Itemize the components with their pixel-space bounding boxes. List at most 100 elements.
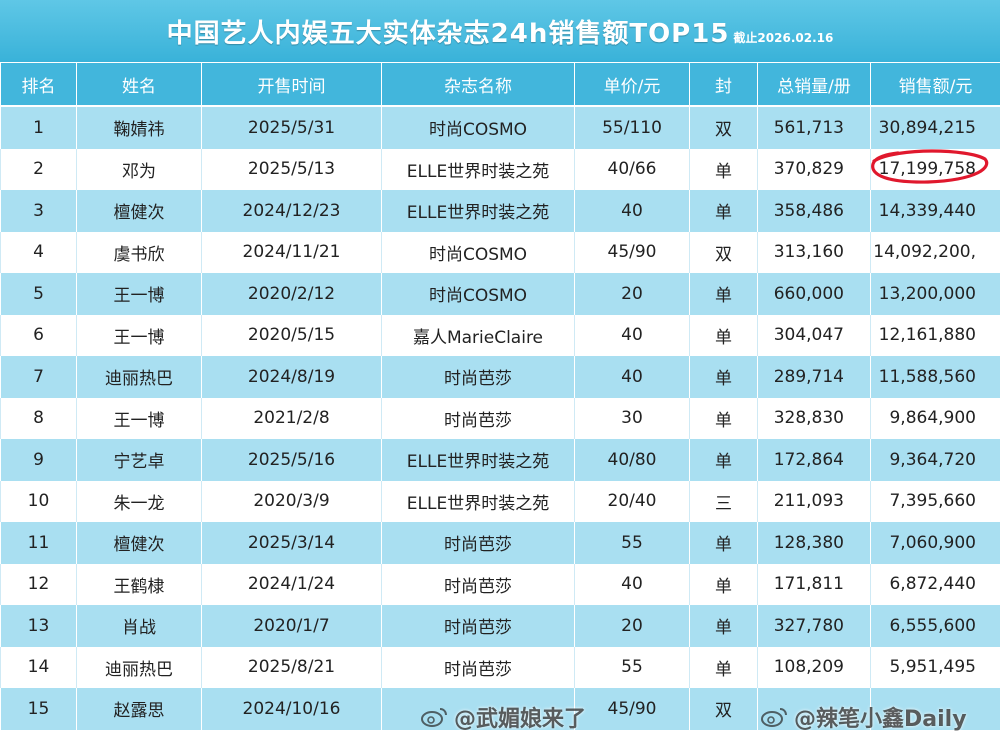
cell-total-sales: 358,486 (757, 190, 871, 232)
cell-name: 赵露思 (76, 688, 202, 730)
table-row: 11 檀健次 2025/3/14 时尚芭莎 55 单 128,380 7,060,900 (0, 522, 1000, 564)
cell-price: 20 (574, 273, 690, 315)
cell-total-sales: 327,780 (757, 605, 871, 647)
cell-price: 40/80 (574, 439, 690, 481)
cell-release-date: 2020/2/12 (201, 273, 382, 315)
cell-magazine: 时尚芭莎 (381, 397, 575, 439)
cell-magazine: 时尚COSMO (381, 273, 575, 315)
cell-price: 20 (574, 605, 690, 647)
cell-magazine: ELLE世界时装之苑 (381, 190, 575, 232)
cell-total-sales: 328,830 (757, 397, 871, 439)
table-body: 1 鞠婧祎 2025/5/31 时尚COSMO 55/110 双 561,713 30,894… (0, 106, 1000, 730)
cell-total-sales (757, 688, 871, 730)
cell-name: 檀健次 (76, 190, 202, 232)
cell-magazine: 时尚芭莎 (381, 563, 575, 605)
cell-cover: 双 (689, 231, 758, 273)
watermark-right: @辣笔小鑫Daily (760, 700, 967, 734)
cell-cover: 单 (689, 190, 758, 232)
weibo-icon (421, 708, 447, 727)
header-name: 姓名 (76, 62, 202, 107)
cell-revenue: 30,894,215 (870, 106, 1000, 149)
cell-price: 40/66 (574, 148, 690, 190)
cell-total-sales: 128,380 (757, 522, 871, 564)
cell-rank: 12 (0, 563, 77, 605)
cell-rank: 5 (0, 273, 77, 315)
cell-name: 虞书欣 (76, 231, 202, 273)
cell-release-date: 2024/8/19 (201, 356, 382, 398)
cell-total-sales: 561,713 (757, 106, 871, 149)
cell-release-date: 2020/5/15 (201, 314, 382, 356)
cell-total-sales: 304,047 (757, 314, 871, 356)
cell-revenue: 14,092,200, (870, 231, 1000, 273)
cell-cover: 三 (689, 480, 758, 522)
table-row: 8 王一博 2021/2/8 时尚芭莎 30 单 328,830 9,864,900 (0, 397, 1000, 439)
cell-cover: 单 (689, 356, 758, 398)
cell-name: 肖战 (76, 605, 202, 647)
table-row: 5 王一博 2020/2/12 时尚COSMO 20 单 660,000 13,200,000 (0, 273, 1000, 315)
cell-magazine (381, 688, 575, 730)
cell-revenue: 11,588,560 (870, 356, 1000, 398)
table-row: 15 赵露思 2024/10/16 45/90 双 (0, 688, 1000, 730)
cell-total-sales: 172,864 (757, 439, 871, 481)
header-total-sales: 总销量/册 (757, 62, 871, 107)
watermark-left: @武媚娘来了 (420, 700, 586, 734)
cell-cover: 单 (689, 563, 758, 605)
cell-magazine: 时尚COSMO (381, 231, 575, 273)
cell-price: 55/110 (574, 106, 690, 149)
table-row: 13 肖战 2020/1/7 时尚芭莎 20 单 327,780 6,555,600 (0, 605, 1000, 647)
page-title: 中国艺人内娱五大实体杂志24h销售额TOP15 (166, 18, 730, 49)
cell-revenue (870, 688, 1000, 730)
cell-price: 20/40 (574, 480, 690, 522)
cell-total-sales: 313,160 (757, 231, 871, 273)
table-row: 9 宁艺卓 2025/5/16 ELLE世界时装之苑 40/80 单 172,864 9,36… (0, 439, 1000, 481)
cell-total-sales: 370,829 (757, 148, 871, 190)
cell-rank: 4 (0, 231, 77, 273)
cell-release-date: 2020/1/7 (201, 605, 382, 647)
cell-name: 鞠婧祎 (76, 106, 202, 149)
header-magazine: 杂志名称 (381, 62, 575, 107)
header-cover: 封 (689, 62, 758, 107)
cell-name: 王一博 (76, 314, 202, 356)
cell-cover: 单 (689, 522, 758, 564)
cell-release-date: 2025/5/31 (201, 106, 382, 149)
cell-release-date: 2025/5/16 (201, 439, 382, 481)
title-bar: 中国艺人内娱五大实体杂志24h销售额TOP15 截止2026.02.16 (0, 0, 1000, 62)
cell-revenue: 7,060,900 (870, 522, 1000, 564)
cell-rank: 8 (0, 397, 77, 439)
cell-name: 朱一龙 (76, 480, 202, 522)
cell-revenue: 7,395,660 (870, 480, 1000, 522)
cell-magazine: 时尚芭莎 (381, 646, 575, 688)
table-row: 7 迪丽热巴 2024/8/19 时尚芭莎 40 单 289,714 11,588,560 (0, 356, 1000, 398)
header-price: 单价/元 (574, 62, 690, 107)
cell-magazine: 时尚芭莎 (381, 605, 575, 647)
cell-release-date: 2024/10/16 (201, 688, 382, 730)
cell-release-date: 2025/5/13 (201, 148, 382, 190)
cell-total-sales: 660,000 (757, 273, 871, 315)
cell-price: 55 (574, 646, 690, 688)
cell-cover: 单 (689, 273, 758, 315)
header-release-date: 开售时间 (201, 62, 382, 107)
title-date: 截止2026.02.16 (733, 30, 834, 45)
cell-total-sales: 289,714 (757, 356, 871, 398)
cell-cover: 双 (689, 106, 758, 149)
cell-cover: 单 (689, 314, 758, 356)
cell-price: 45/90 (574, 688, 690, 730)
cell-price: 40 (574, 190, 690, 232)
cell-magazine: ELLE世界时装之苑 (381, 439, 575, 481)
cell-price: 30 (574, 397, 690, 439)
header-rank: 排名 (0, 62, 77, 107)
cell-total-sales: 211,093 (757, 480, 871, 522)
cell-name: 宁艺卓 (76, 439, 202, 481)
cell-rank: 15 (0, 688, 77, 730)
table-row: 3 檀健次 2024/12/23 ELLE世界时装之苑 40 单 358,486 14,339… (0, 190, 1000, 232)
cell-release-date: 2025/3/14 (201, 522, 382, 564)
cell-revenue: 9,864,900 (870, 397, 1000, 439)
cell-price: 40 (574, 563, 690, 605)
sales-table: 排名 姓名 开售时间 杂志名称 单价/元 封 总销量/册 销售额/元 1 鞠婧祎 2… (0, 62, 1000, 730)
cell-revenue: 6,872,440 (870, 563, 1000, 605)
cell-revenue: 12,161,880 (870, 314, 1000, 356)
cell-release-date: 2025/8/21 (201, 646, 382, 688)
cell-cover: 双 (689, 688, 758, 730)
table-row: 2 邓为 2025/5/13 ELLE世界时装之苑 40/66 单 370,829 17,19… (0, 148, 1000, 190)
cell-release-date: 2021/2/8 (201, 397, 382, 439)
